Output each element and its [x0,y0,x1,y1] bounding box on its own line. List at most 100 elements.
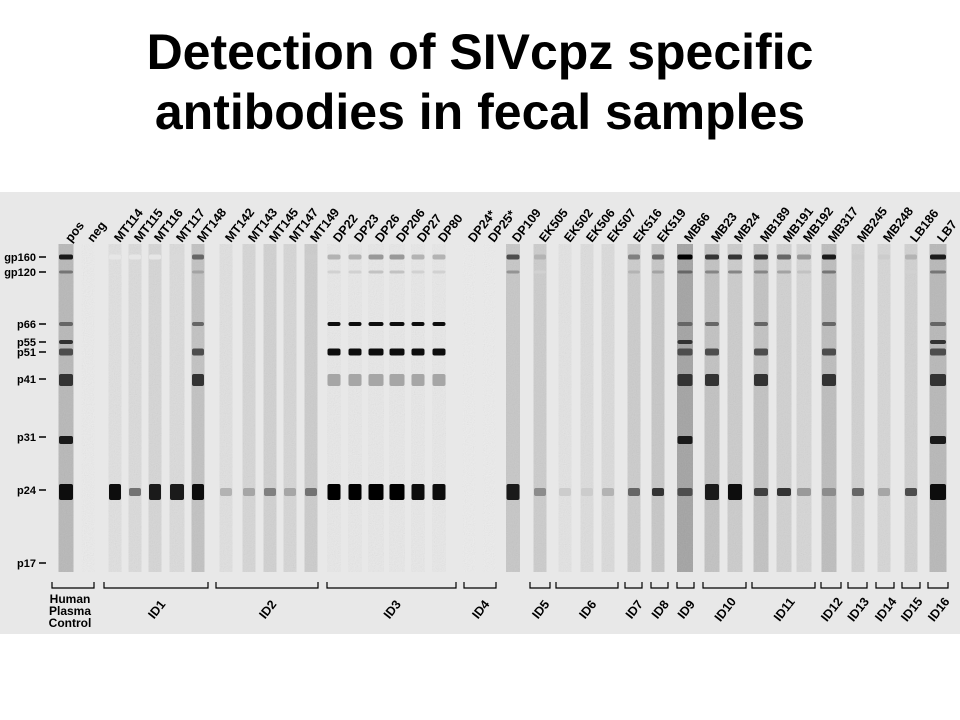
strip-texture [191,244,205,572]
group-bracket [103,582,209,589]
protein-band [348,484,362,500]
group-bracket [875,582,895,589]
protein-band [777,488,791,496]
group-bracket [847,582,868,589]
protein-band [652,270,664,274]
protein-band [192,254,204,260]
protein-band [677,254,693,260]
marker-label: gp120 [4,267,36,279]
strip-texture [533,244,547,572]
strip-texture [821,244,837,572]
protein-band [652,488,664,496]
blot-background [0,192,960,634]
strip-texture [263,244,277,572]
protein-band [705,322,719,326]
protein-band [705,254,719,260]
protein-band [754,348,768,356]
blot-strip [727,244,743,572]
protein-band [305,254,317,260]
protein-band [930,348,946,356]
protein-band [728,270,742,274]
blot-strip [651,244,665,572]
group-bracket [555,582,619,589]
protein-band [930,270,946,274]
strip-texture [169,244,185,572]
protein-band [432,270,446,274]
blot-strip [283,244,297,572]
protein-band [59,340,73,344]
blot-strip [389,244,405,572]
protein-band [754,488,768,496]
blot-strip [506,244,520,572]
blot-strip [108,244,122,572]
group-bracket [676,582,695,589]
protein-band [905,254,917,260]
protein-band [728,484,742,500]
strip-texture [389,244,405,572]
strip-texture [128,244,142,572]
protein-band [628,488,640,496]
group-bracket [927,582,949,589]
blot-strip [411,244,425,572]
protein-band [677,374,693,386]
group-label-line: Control [49,616,92,630]
protein-band [534,270,546,274]
protein-band [930,340,946,344]
protein-band [534,254,546,260]
protein-band [930,484,946,500]
protein-band [59,270,73,274]
protein-band [368,348,384,356]
protein-band [677,270,693,274]
protein-band [905,270,917,274]
protein-band [411,374,425,386]
protein-band [170,254,184,260]
blot-strip [148,244,162,572]
blot-strip [462,244,476,572]
blot-strip [304,244,318,572]
protein-band [284,488,296,496]
protein-band [192,484,204,500]
protein-band [348,322,362,326]
protein-band [777,254,791,260]
protein-band [822,488,836,496]
protein-band [109,484,121,500]
protein-band [411,348,425,356]
group-bracket [624,582,643,589]
protein-band [852,254,864,260]
blot-strip [558,244,572,572]
protein-band [129,488,141,496]
blot-strip [128,244,142,572]
strip-texture [558,244,572,572]
protein-band [754,270,768,274]
blot-strip [776,244,792,572]
blot-strip [704,244,720,572]
strip-texture [283,244,297,572]
group-label-line: Plasma [49,604,91,618]
protein-band [754,254,768,260]
slide-title: Detection of SIVcpz specific antibodies … [0,22,960,142]
strip-texture [368,244,384,572]
protein-band [506,484,520,500]
group-bracket [702,582,747,589]
blot-strip [601,244,615,572]
group-bracket [820,582,842,589]
group-bracket [650,582,669,589]
protein-band [109,254,121,260]
group-bracket [215,582,319,589]
blot-strip [368,244,384,572]
protein-band [389,270,405,274]
protein-band [368,374,384,386]
protein-band [930,374,946,386]
blot-strip [929,244,947,572]
protein-band [264,488,276,496]
blot-strips [58,244,947,572]
blot-strip [627,244,641,572]
protein-band [705,348,719,356]
strip-texture [304,244,318,572]
strip-texture [411,244,425,572]
protein-band [432,374,446,386]
group-label-line: Human [50,592,91,606]
protein-band [192,322,204,326]
protein-band [220,488,232,496]
